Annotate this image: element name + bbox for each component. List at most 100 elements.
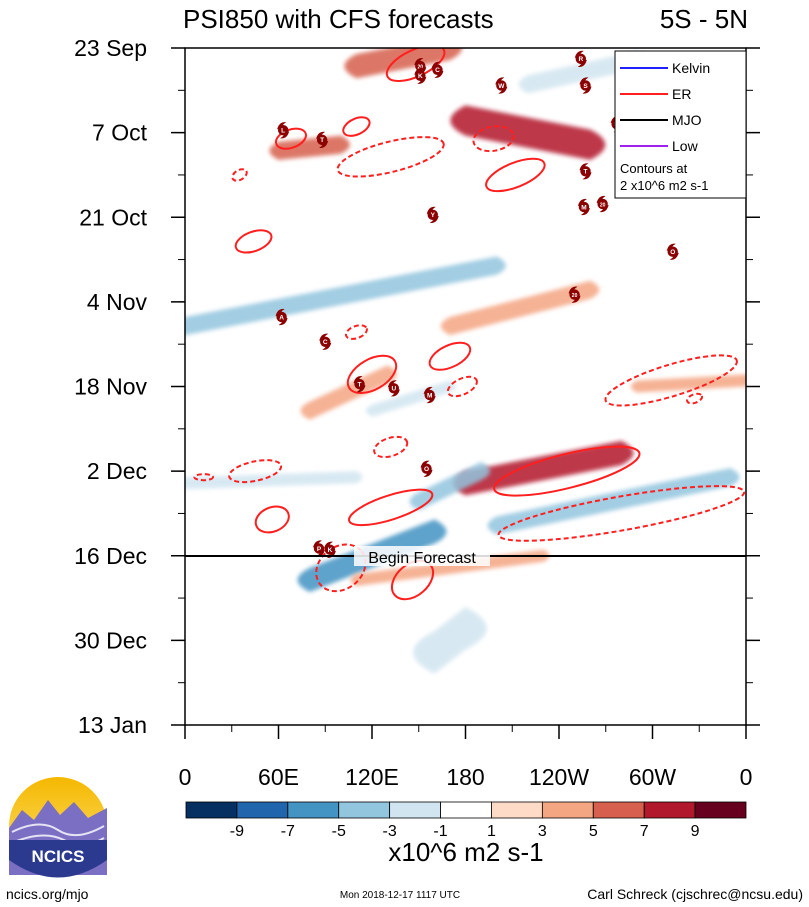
er-dashed-contour xyxy=(497,485,746,542)
tc-marker-label: T xyxy=(358,381,362,388)
anomaly-band xyxy=(269,135,350,160)
y-tick-label: 4 Nov xyxy=(87,289,148,315)
y-tick-label: 23 Sep xyxy=(74,35,147,61)
x-tick-label: 120E xyxy=(345,764,399,790)
er-dashed-contour xyxy=(446,375,478,398)
colorbar-tick-label: -3 xyxy=(383,823,397,840)
tc-marker-label: C xyxy=(323,339,328,346)
er-dashed-contour xyxy=(231,168,248,182)
tc-marker-label: K xyxy=(328,547,333,554)
colorbar-tick-label: -7 xyxy=(281,823,295,840)
colorbar-swatch xyxy=(491,801,543,819)
tc-marker: O xyxy=(666,243,679,260)
region-label: 5S - 5N xyxy=(660,4,748,34)
tc-marker-core xyxy=(388,383,400,394)
er-solid-contour xyxy=(254,505,290,534)
tc-marker-core xyxy=(415,70,426,82)
tc-marker: O xyxy=(420,460,433,477)
ncics-logo: NCICS xyxy=(9,777,107,878)
colorbar-swatch xyxy=(185,801,238,819)
colorbar-tick-label: -9 xyxy=(230,823,244,840)
tc-marker-core xyxy=(320,336,331,347)
colorbar-swatch xyxy=(389,801,441,819)
tc-marker-core xyxy=(424,389,435,401)
chart-title: PSI850 with CFS forecasts xyxy=(183,4,494,34)
tc-marker: M xyxy=(577,198,590,216)
tc-marker-label: O xyxy=(670,249,675,256)
er-dashed-contour xyxy=(344,324,368,340)
tc-marker-core xyxy=(276,311,287,323)
colorbar-tick-label: 7 xyxy=(640,823,649,840)
tc-marker-core xyxy=(575,53,587,65)
er-solid-contour xyxy=(342,116,371,137)
anomaly-band xyxy=(518,51,646,94)
colorbar-tick-label: 1 xyxy=(487,823,496,840)
tc-marker-label: 20 xyxy=(572,293,578,299)
tc-markers: 20KCWRSMLTTM20YO20ACTUMOPK xyxy=(275,50,679,558)
tc-marker-label: A xyxy=(279,314,284,321)
tc-marker-core xyxy=(432,64,443,75)
colorbar-swatch xyxy=(694,801,747,819)
tc-marker: M xyxy=(423,386,436,404)
colorbar-tick-label: 3 xyxy=(538,823,547,840)
y-tick-label: 7 Oct xyxy=(92,120,148,146)
tc-marker-core xyxy=(313,543,325,554)
tc-marker: R xyxy=(574,50,587,67)
tc-marker-core xyxy=(277,125,289,136)
tc-marker-core xyxy=(354,378,365,390)
colorbar-tick-label: -5 xyxy=(332,823,346,840)
tc-marker-label: U xyxy=(391,386,396,393)
anomaly-band xyxy=(413,607,487,674)
anomaly-band xyxy=(350,549,550,586)
legend: Kelvin ER MJO Low Contours at 2 x10^6 m2… xyxy=(614,50,747,199)
tc-marker: Y xyxy=(426,206,439,223)
tc-marker-core xyxy=(597,198,608,210)
er-solid-contour xyxy=(234,229,273,254)
tc-marker-core xyxy=(316,134,328,146)
tc-marker-label: 20 xyxy=(600,202,606,208)
y-tick-label: 2 Dec xyxy=(87,458,147,484)
anomaly-band xyxy=(344,48,463,79)
y-tick-label: 18 Nov xyxy=(74,374,147,400)
er-solid-contour xyxy=(493,445,641,497)
tc-marker: P xyxy=(313,540,326,557)
colorbar-tick-label: 9 xyxy=(691,823,700,840)
tc-marker-core xyxy=(421,463,432,474)
anomaly-band xyxy=(365,380,456,417)
er-dashed-contour xyxy=(193,473,215,482)
x-tick-label: 0 xyxy=(740,764,753,790)
tc-marker: 20 xyxy=(568,286,581,303)
footer-url[interactable]: ncics.org/mjo xyxy=(6,886,89,902)
begin-forecast-label: Begin Forecast xyxy=(368,550,476,567)
er-solid-contour xyxy=(346,354,398,395)
tc-marker: C xyxy=(431,61,444,78)
tc-marker-core xyxy=(580,166,591,177)
x-tick-label: 0 xyxy=(179,764,192,790)
tc-marker: T xyxy=(579,163,592,180)
anomaly-band xyxy=(409,462,491,511)
legend-kelvin-label: Kelvin xyxy=(672,60,710,76)
colorbar-swatch xyxy=(592,801,645,819)
logo-text: NCICS xyxy=(32,847,85,866)
colorbar: -9 -7 -5 -3 -1 1 3 5 7 9 xyxy=(185,801,747,840)
tc-marker-label: 20 xyxy=(418,64,424,70)
legend-note-line1: Contours at xyxy=(620,161,688,176)
legend-low-label: Low xyxy=(672,138,699,154)
tc-marker-label: Y xyxy=(431,212,436,219)
colorbar-tick-label: 5 xyxy=(589,823,598,840)
tc-marker-core xyxy=(580,80,591,91)
tc-marker: W xyxy=(495,77,508,94)
x-tick-label: 120W xyxy=(529,764,589,790)
legend-note-line2: 2 x10^6 m2 s-1 xyxy=(620,178,708,193)
tc-marker: 20 xyxy=(414,58,427,75)
tc-marker-core xyxy=(569,289,580,300)
er-solid-contour xyxy=(428,341,472,371)
tc-marker: L xyxy=(277,122,290,139)
tc-marker: U xyxy=(387,380,400,397)
tc-marker: C xyxy=(319,333,332,350)
er-dashed-contour xyxy=(228,459,283,484)
begin-forecast-label-bg xyxy=(354,546,490,566)
colorbar-swatch xyxy=(287,801,340,819)
tc-marker-core xyxy=(324,544,336,555)
tc-marker-label: O xyxy=(424,466,429,473)
